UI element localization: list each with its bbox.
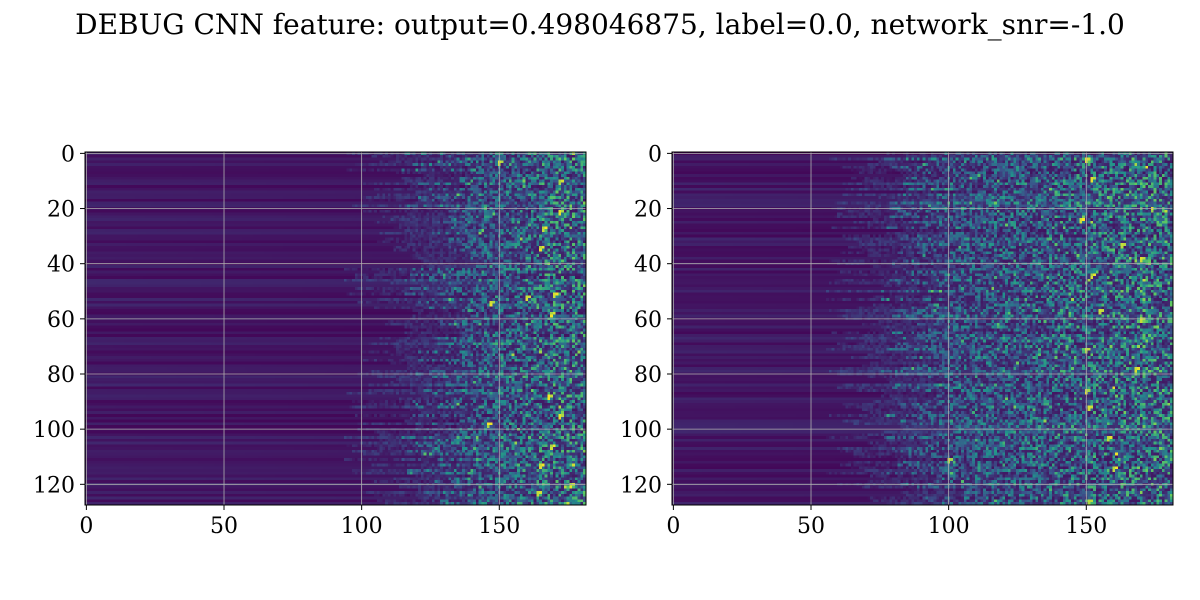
heatmap-image bbox=[85, 152, 586, 505]
y-tick-label: 60 bbox=[634, 308, 662, 333]
x-tick-label: 150 bbox=[478, 514, 520, 539]
y-tick-label: 120 bbox=[620, 473, 662, 498]
figure-suptitle: DEBUG CNN feature: output=0.498046875, l… bbox=[75, 8, 1125, 41]
heatmap-panel-left: 0 50 100 150 0 20 40 60 80 100 120 bbox=[33, 142, 587, 539]
x-tick-label: 100 bbox=[928, 514, 970, 539]
x-tick-label: 150 bbox=[1065, 514, 1107, 539]
y-tick-label: 60 bbox=[47, 308, 75, 333]
y-tick-label: 40 bbox=[47, 253, 75, 278]
x-tick-label: 100 bbox=[341, 514, 383, 539]
axes-frame bbox=[84, 151, 587, 506]
x-tick-label: 50 bbox=[797, 514, 825, 539]
x-tick-label: 0 bbox=[666, 514, 680, 539]
y-tick-label: 80 bbox=[47, 363, 75, 388]
y-tick-label: 0 bbox=[61, 142, 75, 167]
y-tick-label: 20 bbox=[47, 198, 75, 223]
heatmap-panel-right: 0 50 100 150 0 20 40 60 80 100 120 bbox=[620, 142, 1174, 539]
axes-frame bbox=[671, 151, 1174, 506]
heatmap-image bbox=[672, 152, 1173, 505]
y-tick-label: 100 bbox=[33, 418, 75, 443]
y-tick-label: 0 bbox=[648, 142, 662, 167]
y-tick-label: 80 bbox=[634, 363, 662, 388]
y-tick-label: 100 bbox=[620, 418, 662, 443]
y-tick-label: 120 bbox=[33, 473, 75, 498]
x-tick-label: 50 bbox=[210, 514, 238, 539]
x-tick-label: 0 bbox=[79, 514, 93, 539]
y-tick-label: 20 bbox=[634, 198, 662, 223]
y-tick-label: 40 bbox=[634, 253, 662, 278]
